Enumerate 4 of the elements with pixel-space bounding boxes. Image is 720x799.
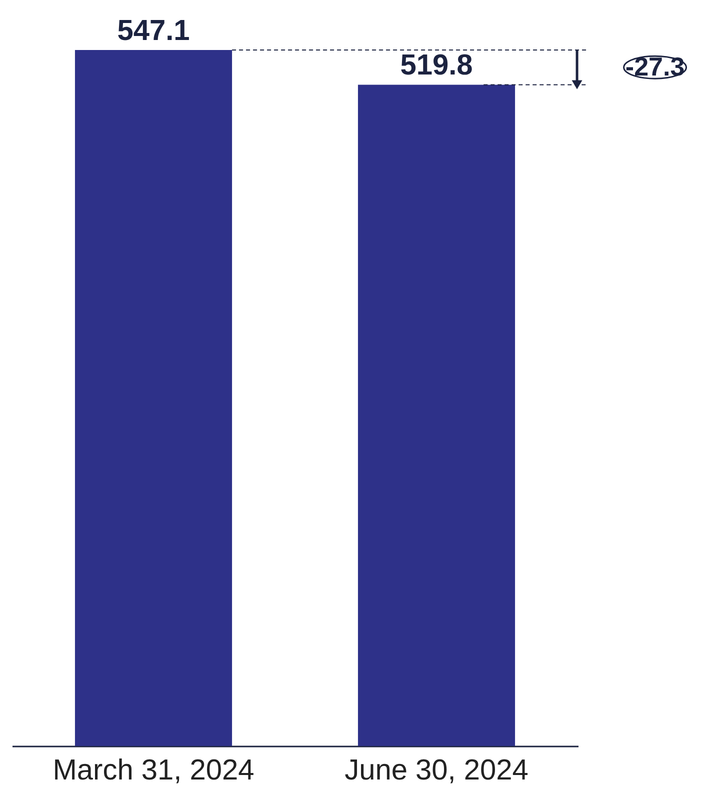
x-tick-label: March 31, 2024 [52, 754, 254, 786]
data-label: 547.1 [117, 15, 190, 47]
data-label: 519.8 [400, 50, 473, 82]
x-tick-label: June 30, 2024 [344, 754, 528, 786]
